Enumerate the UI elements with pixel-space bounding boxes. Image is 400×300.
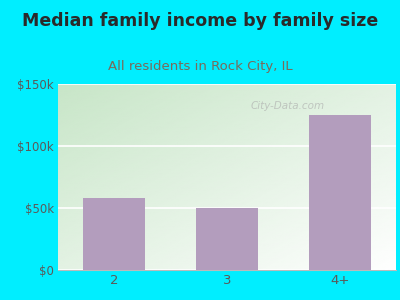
Bar — [309, 115, 371, 270]
Bar — [196, 208, 258, 270]
Bar — [83, 198, 145, 270]
Text: All residents in Rock City, IL: All residents in Rock City, IL — [108, 60, 292, 73]
Text: Median family income by family size: Median family income by family size — [22, 12, 378, 30]
Text: City-Data.com: City-Data.com — [251, 101, 325, 111]
